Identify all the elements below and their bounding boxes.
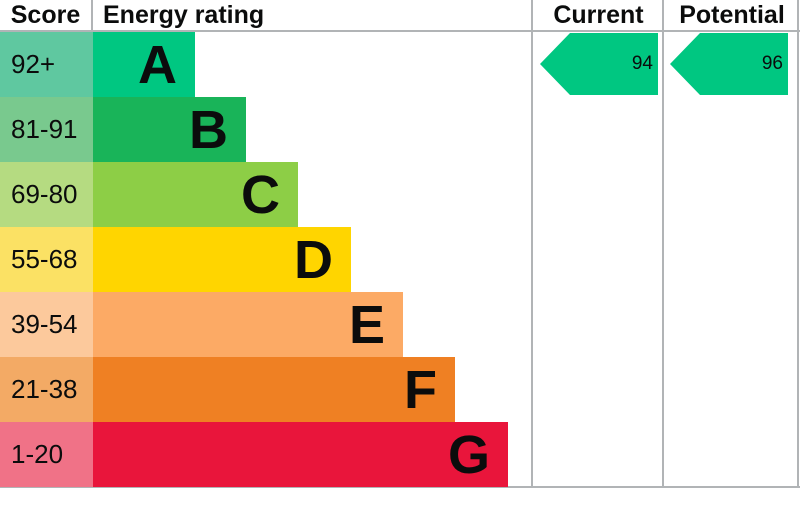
current-value: 94 bbox=[631, 53, 653, 74]
band-bar-b: B bbox=[93, 97, 246, 162]
potential-column-header: Potential bbox=[679, 1, 785, 29]
band-bar-g: G bbox=[93, 422, 508, 487]
band-row-e: 39-54 E bbox=[0, 292, 508, 357]
band-row-d: 55-68 D bbox=[0, 227, 508, 292]
band-rows: 92+ A 81-91 B 69-80 C 55-68 D 39-54 E 21… bbox=[0, 32, 508, 487]
score-range-g: 1-20 bbox=[0, 422, 93, 487]
chart-header-row: Score Energy rating Current Potential bbox=[0, 0, 800, 32]
band-bar-e: E bbox=[93, 292, 403, 357]
band-letter-c: C bbox=[241, 164, 280, 225]
band-row-a: 92+ A bbox=[0, 32, 508, 97]
band-letter-b: B bbox=[189, 99, 228, 160]
divider-current-potential bbox=[662, 0, 664, 488]
score-range-b: 81-91 bbox=[0, 97, 93, 162]
band-row-c: 69-80 C bbox=[0, 162, 508, 227]
band-letter-g: G bbox=[447, 424, 490, 485]
band-letter-e: E bbox=[348, 294, 385, 355]
potential-value-arrow: 96 bbox=[670, 33, 788, 95]
band-bar-d: D bbox=[93, 227, 351, 292]
score-range-f: 21-38 bbox=[0, 357, 93, 422]
score-range-a: 92+ bbox=[0, 32, 93, 97]
band-letter-a: A bbox=[138, 34, 177, 95]
divider-right-edge bbox=[797, 0, 799, 488]
current-value-arrow: 94 bbox=[540, 33, 658, 95]
current-column-header: Current bbox=[553, 1, 644, 29]
band-row-g: 1-20 G bbox=[0, 422, 508, 487]
divider-energy-current bbox=[531, 0, 533, 488]
band-row-f: 21-38 F bbox=[0, 357, 508, 422]
band-letter-d: D bbox=[294, 229, 333, 290]
energy-rating-column-header: Energy rating bbox=[103, 1, 265, 29]
score-range-c: 69-80 bbox=[0, 162, 93, 227]
score-range-e: 39-54 bbox=[0, 292, 93, 357]
band-bar-c: C bbox=[93, 162, 298, 227]
band-letter-f: F bbox=[404, 359, 437, 420]
band-row-b: 81-91 B bbox=[0, 97, 508, 162]
chart-bottom-border bbox=[0, 486, 800, 488]
score-column-header: Score bbox=[0, 0, 93, 30]
potential-value: 96 bbox=[761, 53, 783, 74]
score-range-d: 55-68 bbox=[0, 227, 93, 292]
band-bar-f: F bbox=[93, 357, 455, 422]
band-bar-a: A bbox=[93, 32, 195, 97]
